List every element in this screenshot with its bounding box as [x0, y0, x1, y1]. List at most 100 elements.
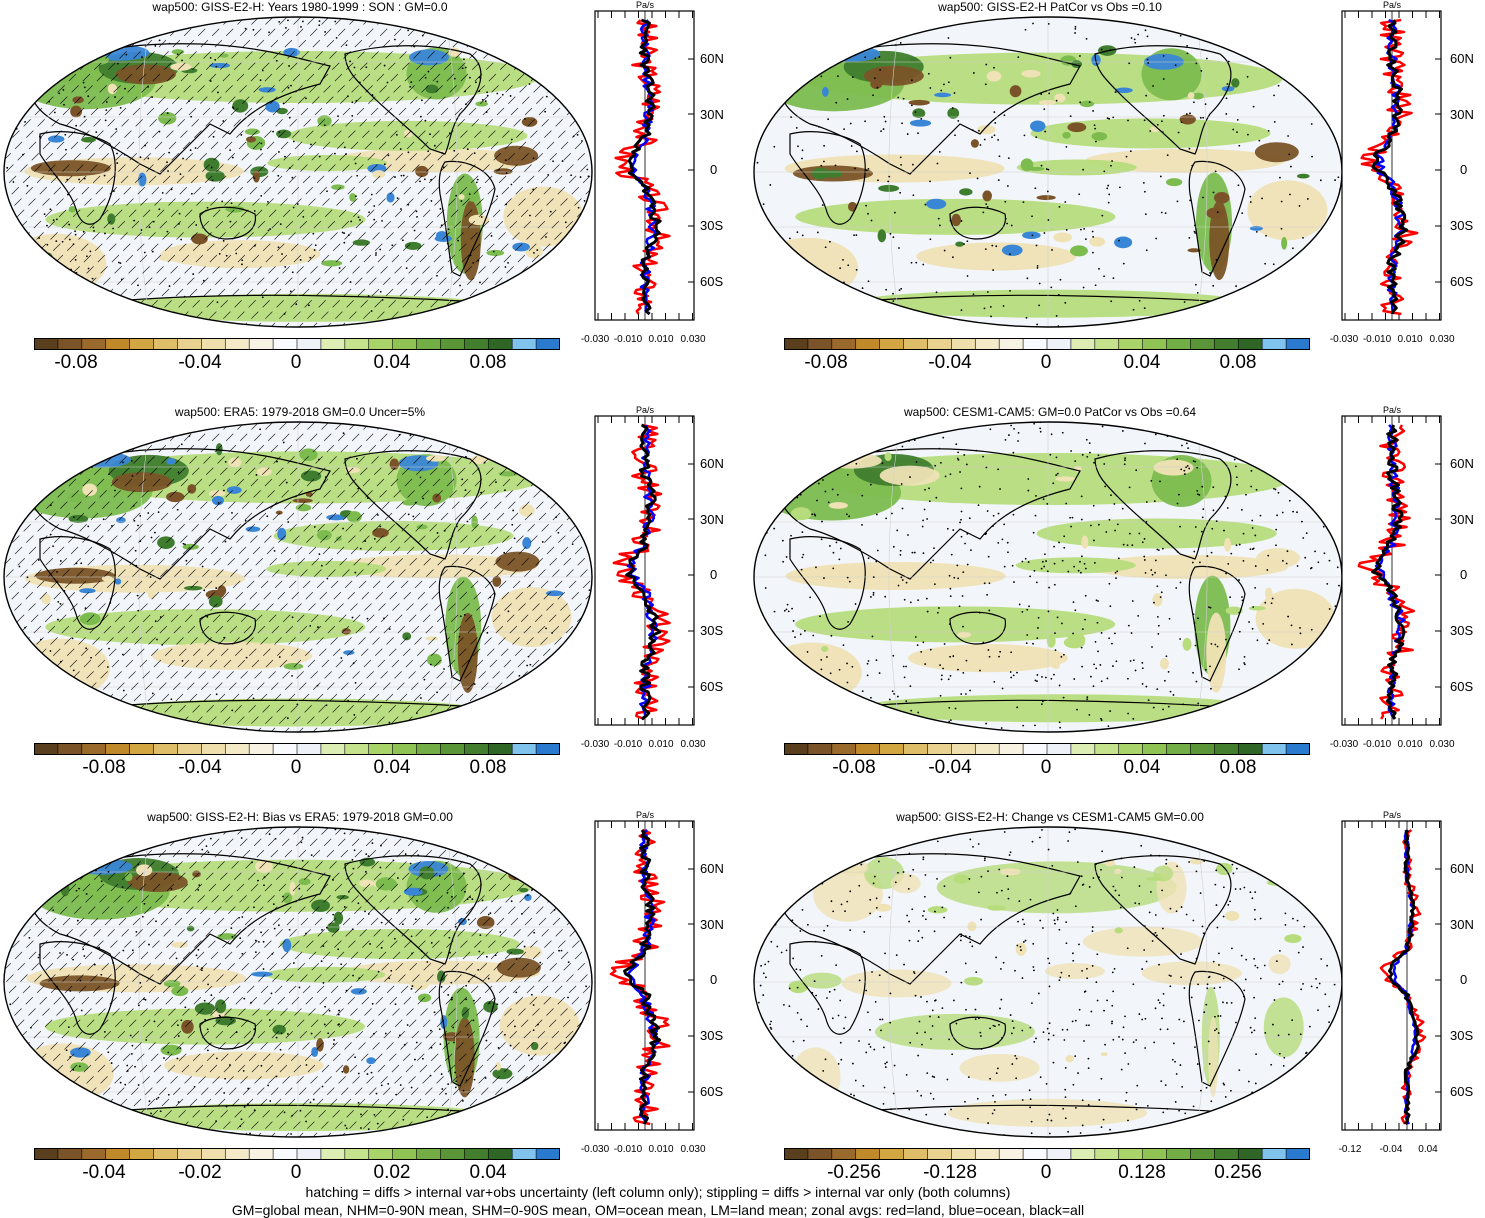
field-speckle: [415, 165, 429, 178]
coastline-australia: [949, 1016, 1006, 1050]
coastline-eurasia: [29, 448, 331, 580]
stipple-dot: [1032, 22, 1034, 25]
stipple-dot: [1238, 579, 1240, 581]
stipple-dot: [324, 476, 327, 478]
stipple-dot: [1326, 964, 1329, 967]
stipple-dot: [1078, 943, 1080, 946]
stipple-dot: [1038, 282, 1041, 285]
stipple-dot: [0, 1089, 1, 1091]
stipple-dot: [1043, 565, 1046, 568]
stipple-dot: [370, 310, 373, 312]
stipple-dot: [585, 985, 587, 988]
stipple-dot: [976, 1097, 979, 1100]
stipple-dot: [572, 1095, 574, 1098]
stipple-dot: [992, 269, 995, 271]
stipple-dot: [1283, 827, 1286, 828]
zonal-lat-label: 0: [1460, 972, 1468, 987]
stipple-dot: [773, 709, 776, 712]
stipple-dot: [1133, 730, 1135, 732]
stipple-dot: [464, 103, 467, 106]
stipple-dot: [1167, 1132, 1170, 1135]
stipple-dot: [536, 249, 539, 251]
stipple-dot: [1235, 1021, 1237, 1024]
stipple-dot: [934, 464, 937, 467]
stipple-dot: [394, 38, 396, 41]
stipple-dot: [1120, 1068, 1123, 1071]
stipple-dot: [916, 1122, 919, 1125]
stipple-dot: [1329, 278, 1332, 280]
stipple-dot: [1159, 480, 1161, 483]
stipple-dot: [490, 1111, 493, 1113]
field-speckle: [926, 198, 947, 210]
stipple-dot: [350, 220, 353, 223]
stipple-dot: [773, 1087, 775, 1090]
stipple-dot: [1280, 227, 1283, 230]
stipple-dot: [155, 1098, 158, 1100]
field-patch: [858, 694, 1259, 723]
stipple-dot: [278, 20, 281, 23]
stipple-dot: [148, 22, 151, 25]
stipple-dot: [815, 994, 817, 997]
stipple-dot: [105, 109, 108, 112]
stipple-dot: [938, 607, 940, 609]
stipple-dot: [754, 943, 756, 946]
zonal-x-label: -0.030: [580, 334, 610, 345]
stipple-dot: [989, 306, 992, 308]
field-speckle: [366, 1057, 376, 1065]
stipple-dot: [1062, 696, 1065, 699]
stipple-dot: [583, 263, 586, 266]
stipple-dot: [895, 44, 897, 46]
zonal-x-label: -0.010: [613, 334, 643, 345]
hatch-line: [4, 17, 165, 327]
stipple-dot: [1009, 289, 1011, 292]
stipple-dot: [329, 328, 331, 330]
zonal-x-label: 0.030: [1429, 334, 1455, 345]
stipple-dot: [1033, 569, 1036, 572]
stipple-dot: [1061, 559, 1064, 562]
stipple-dot: [78, 887, 80, 890]
stipple-dot: [1011, 1020, 1014, 1023]
stipple-dot: [272, 903, 275, 906]
stipple-dot: [1040, 164, 1043, 167]
stipple-dot: [1106, 999, 1108, 1002]
stipple-dot: [970, 549, 972, 552]
stipple-dot: [954, 323, 957, 326]
zonal-unit: Pa/s: [1382, 0, 1402, 10]
stipple-dot: [14, 231, 17, 234]
stipple-dot: [1109, 605, 1112, 608]
stipple-dot: [1021, 1099, 1024, 1101]
colorbar-swatch: [927, 743, 952, 755]
stipple-dot: [224, 540, 227, 543]
colorbar-swatch: [1214, 338, 1239, 350]
stipple-dot: [935, 496, 938, 499]
stipple-dot: [449, 256, 451, 259]
stipple-dot: [1069, 115, 1072, 118]
stipple-dot: [1160, 1080, 1163, 1082]
stipple-dot: [988, 655, 991, 658]
stipple-dot: [902, 871, 905, 873]
stipple-dot: [933, 930, 936, 933]
stipple-dot: [201, 848, 204, 851]
field-speckle: [295, 504, 312, 512]
stipple-dot: [917, 827, 920, 828]
stipple-dot: [863, 931, 866, 933]
stipple-dot: [15, 271, 18, 274]
stipple-dot: [544, 110, 547, 113]
field-speckle: [545, 590, 564, 597]
stipple-dot: [846, 576, 849, 579]
stipple-dot: [797, 42, 800, 45]
field-speckle: [426, 653, 442, 667]
stipple-dot: [889, 992, 892, 995]
stipple-dot: [784, 886, 787, 888]
stipple-dot: [889, 232, 892, 235]
stipple-dot: [1270, 602, 1273, 605]
stipple-dot: [778, 912, 781, 915]
stipple-dot: [796, 1011, 799, 1014]
stipple-dot: [1029, 898, 1032, 901]
stipple-dot: [302, 215, 305, 218]
stipple-dot: [1079, 560, 1081, 563]
stipple-dot: [409, 434, 412, 437]
stipple-dot: [1265, 234, 1267, 237]
colorbar-swatch: [81, 743, 107, 755]
stipple-dot: [1167, 670, 1170, 673]
